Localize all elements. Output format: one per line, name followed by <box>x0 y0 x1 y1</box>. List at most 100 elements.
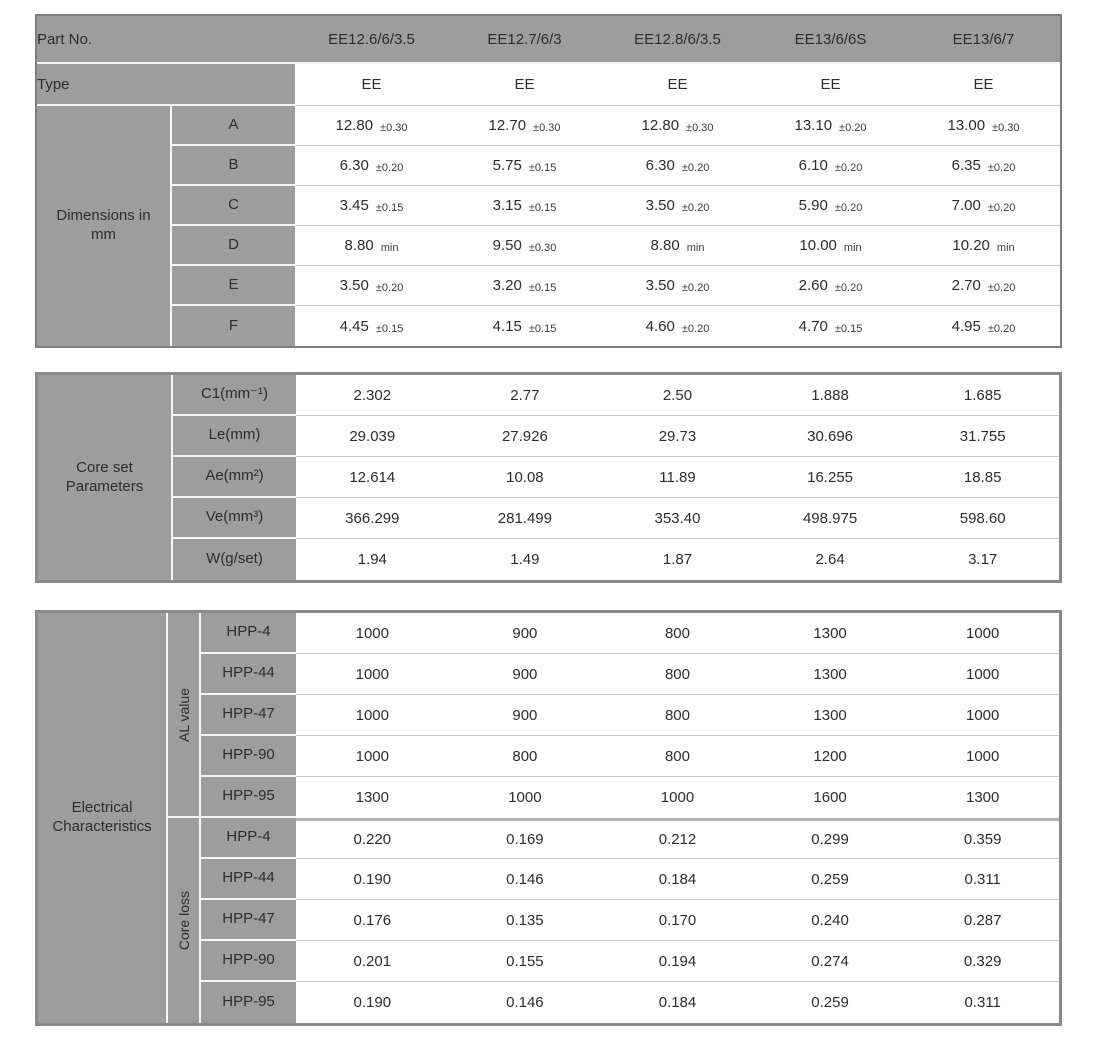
core-loss-value-cell: 0.146 <box>448 859 602 900</box>
core-loss-value-cell: 0.220 <box>296 818 449 859</box>
datasheet-page: Part No. EE12.6/6/3.5 EE12.7/6/3 EE12.8/… <box>35 14 1062 1026</box>
core-loss-value-cell: 0.299 <box>753 818 907 859</box>
core-loss-value-cell: 0.201 <box>296 941 449 982</box>
part-no-row: Part No. EE12.6/6/3.5 EE12.7/6/3 EE12.8/… <box>37 16 1060 64</box>
dimension-value: 5.75 <box>492 157 522 174</box>
al-value-cell: 1000 <box>296 654 449 695</box>
parameter-value-cell: 2.302 <box>296 375 449 416</box>
dimension-value: 3.20 <box>492 277 522 294</box>
dimension-value-cell: 8.80 min <box>295 226 448 266</box>
dimension-tolerance: min <box>996 242 1015 254</box>
al-value-cell: 800 <box>601 736 754 777</box>
dimension-tolerance: min <box>843 242 862 254</box>
core-loss-value-cell: 0.155 <box>448 941 602 982</box>
al-value-cell: 800 <box>601 654 754 695</box>
dimension-value: 9.50 <box>492 237 522 254</box>
dimension-value: 6.30 <box>339 157 369 174</box>
al-value-cell: 1200 <box>753 736 907 777</box>
part-column-header: EE13/6/6S <box>754 16 907 64</box>
dimension-value-cell: 6.35 ±0.20 <box>907 146 1060 186</box>
dimension-tolerance: ±0.15 <box>375 322 404 335</box>
parameter-value-cell: 11.89 <box>601 457 754 498</box>
material-row-label: HPP-95 <box>201 777 296 818</box>
dimension-value-cell: 3.50 ±0.20 <box>295 266 448 306</box>
dimension-row: B 6.30 ±0.20 5.75 ±0.15 6.30 ±0.20 6.10 ±0.2… <box>37 146 1060 186</box>
al-value-cell: 1000 <box>296 695 449 736</box>
type-value-cell: EE <box>907 64 1060 106</box>
dimension-tolerance: min <box>380 242 399 254</box>
parameter-value-cell: 10.08 <box>448 457 602 498</box>
dimension-value-cell: 13.00 ±0.30 <box>907 106 1060 146</box>
parameter-value-cell: 27.926 <box>448 416 602 457</box>
parameter-value-cell: 2.64 <box>753 539 907 580</box>
dimension-tolerance: ±0.15 <box>528 202 557 214</box>
al-value-row: HPP-47 1000 900 800 1300 1000 <box>38 695 1059 736</box>
dimension-row-label: B <box>172 146 295 186</box>
parameter-row: Ve(mm³) 366.299 281.499 353.40 498.975 5… <box>38 498 1059 539</box>
dimension-value-cell: 4.45 ±0.15 <box>295 306 448 346</box>
part-no-label: Part No. <box>37 16 295 64</box>
al-value-cell: 1600 <box>753 777 907 818</box>
type-value-cell: EE <box>295 64 448 106</box>
dimension-row: F 4.45 ±0.15 4.15 ±0.15 4.60 ±0.20 4.70 ±0.1… <box>37 306 1060 346</box>
dimensions-group-label: Dimensions in mm <box>37 106 172 346</box>
parameter-label: W(g/set) <box>173 539 296 580</box>
parameter-value-cell: 1.87 <box>601 539 754 580</box>
dimension-value: 12.80 <box>335 117 374 134</box>
core-loss-value-cell: 0.212 <box>601 818 754 859</box>
al-value-cell: 900 <box>448 613 602 654</box>
dimension-value-cell: 4.70 ±0.15 <box>754 306 907 346</box>
dimension-tolerance: ±0.20 <box>681 282 710 294</box>
dimension-tolerance: ±0.20 <box>987 322 1016 335</box>
parameter-value-cell: 1.94 <box>296 539 449 580</box>
core-loss-row: HPP-44 0.190 0.146 0.184 0.259 0.311 <box>38 859 1059 900</box>
al-value-cell: 1000 <box>296 736 449 777</box>
dimension-tolerance: ±0.15 <box>375 202 404 214</box>
al-value-cell: 1000 <box>906 695 1059 736</box>
al-value-cell: 1300 <box>753 613 907 654</box>
dimension-value-cell: 3.15 ±0.15 <box>448 186 601 226</box>
dimension-value-cell: 6.30 ±0.20 <box>295 146 448 186</box>
al-value-cell: 1300 <box>906 777 1059 818</box>
al-value-row: Electrical Characteristics AL value HPP-… <box>38 613 1059 1023</box>
type-value-cell: EE <box>601 64 754 106</box>
core-loss-row: HPP-90 0.201 0.155 0.194 0.274 0.329 <box>38 941 1059 982</box>
dimension-value: 7.00 <box>951 197 981 214</box>
dimension-value: 10.20 <box>952 237 990 254</box>
dimension-value-cell: 4.60 ±0.20 <box>601 306 754 346</box>
parameter-label: Ve(mm³) <box>173 498 296 539</box>
core-set-group-label: Core set Parameters <box>38 375 173 580</box>
dimension-tolerance: ±0.30 <box>528 242 557 254</box>
al-value-cell: 1000 <box>448 777 602 818</box>
core-loss-value-cell: 0.311 <box>906 982 1059 1023</box>
al-value-cell: 1000 <box>906 654 1059 695</box>
core-loss-value-cell: 0.287 <box>906 900 1059 941</box>
parameter-value-cell: 29.039 <box>296 416 449 457</box>
dimension-tolerance: ±0.15 <box>528 162 557 174</box>
parameter-row: W(g/set) 1.94 1.49 1.87 2.64 3.17 <box>38 539 1059 580</box>
type-value-cell: EE <box>754 64 907 106</box>
material-row-label: HPP-90 <box>201 736 296 777</box>
dimension-value-cell: 3.20 ±0.15 <box>448 266 601 306</box>
dimension-value-cell: 12.80 ±0.30 <box>295 106 448 146</box>
dimension-value-cell: 12.70 ±0.30 <box>448 106 601 146</box>
dimension-row-label: A <box>172 106 295 146</box>
parameter-value-cell: 353.40 <box>601 498 754 539</box>
core-loss-vertical-label: Core loss <box>168 818 201 1023</box>
core-loss-value-cell: 0.259 <box>753 982 907 1023</box>
core-loss-value-cell: 0.184 <box>601 982 754 1023</box>
dimension-value: 2.60 <box>798 277 828 294</box>
al-value-cell: 800 <box>448 736 602 777</box>
dimension-row: Dimensions in mm A 12.80 ±0.30 12.70 ±0.30… <box>37 106 1060 346</box>
al-value-vertical-label: AL value <box>168 613 201 818</box>
dimension-row-label: F <box>172 306 295 346</box>
parameter-value-cell: 2.50 <box>601 375 754 416</box>
core-loss-value-cell: 0.259 <box>753 859 907 900</box>
parameter-value-cell: 498.975 <box>753 498 907 539</box>
core-loss-value-cell: 0.274 <box>753 941 907 982</box>
parameter-value-cell: 3.17 <box>906 539 1059 580</box>
material-row-label: HPP-44 <box>201 654 296 695</box>
al-value-row: HPP-95 1300 1000 1000 1600 1300 <box>38 777 1059 818</box>
al-value-row: HPP-90 1000 800 800 1200 1000 <box>38 736 1059 777</box>
dimension-value-cell: 10.20 min <box>907 226 1060 266</box>
